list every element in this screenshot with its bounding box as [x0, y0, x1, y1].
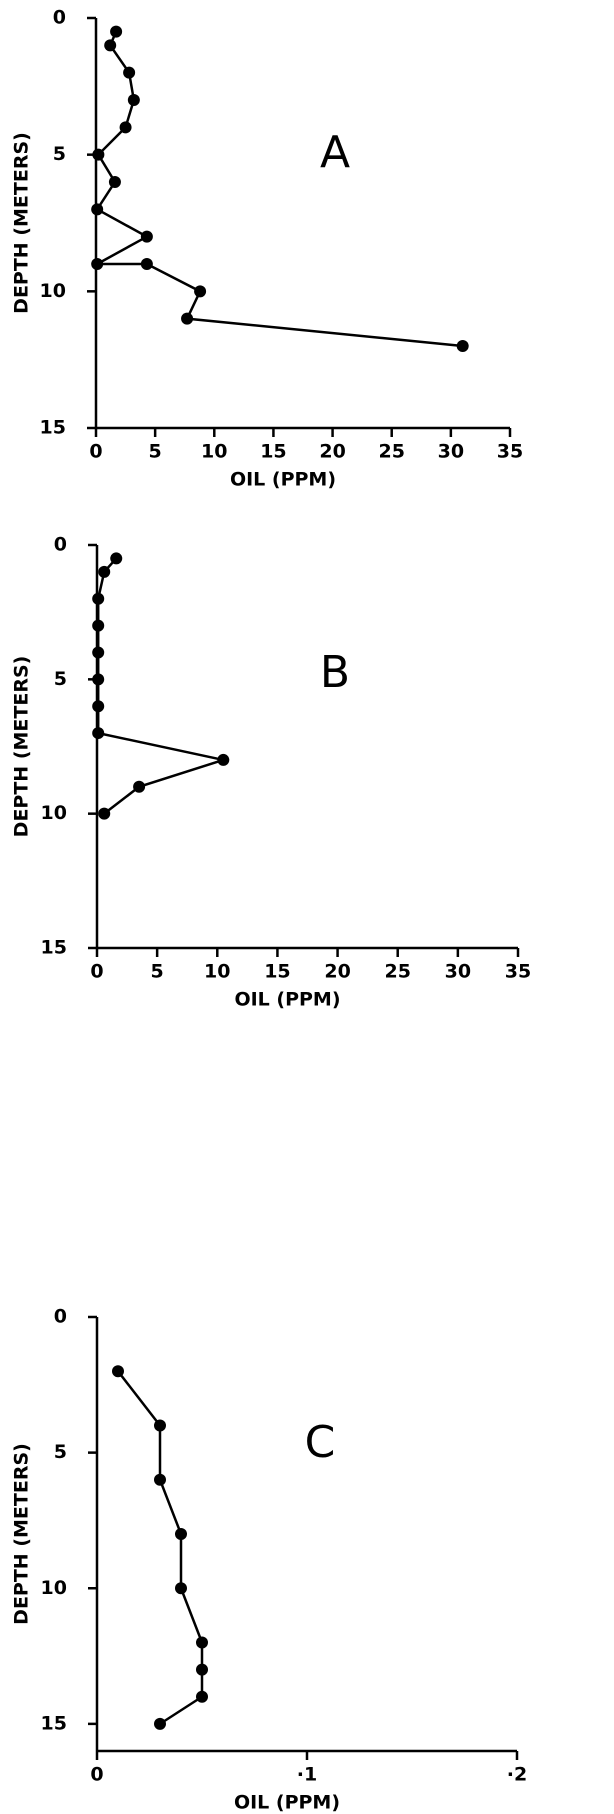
data-point: [92, 700, 105, 713]
x-tick-label: 10: [204, 961, 230, 983]
panel-label: A: [320, 127, 350, 178]
y-tick-label: 0: [54, 534, 67, 556]
data-point: [92, 148, 105, 161]
x-tick-label: 10: [201, 441, 227, 463]
data-point: [92, 619, 105, 632]
x-tick-label: 0: [89, 441, 102, 463]
data-point: [175, 1528, 187, 1540]
data-point: [154, 1473, 166, 1486]
data-point: [108, 176, 121, 188]
y-tick-label: 5: [53, 143, 66, 165]
data-point: [217, 753, 230, 766]
data-point: [119, 121, 132, 134]
y-tick-label: 15: [41, 1712, 67, 1734]
data-point: [175, 1582, 187, 1595]
data-point: [140, 258, 153, 270]
data-point: [123, 66, 136, 79]
x-axis-label: OIL (PPM): [230, 469, 336, 491]
x-tick-label: 30: [445, 961, 471, 983]
x-tick-label: 15: [260, 441, 286, 463]
x-tick-label: 15: [264, 961, 290, 983]
y-axis-label: DEPTH (METERS): [11, 1443, 33, 1625]
y-tick-label: 5: [54, 1441, 67, 1463]
y-axis-label: DEPTH (METERS): [11, 656, 33, 838]
x-tick-label: ·1: [297, 1764, 317, 1786]
y-tick-label: 10: [41, 1577, 67, 1599]
data-point: [196, 1636, 208, 1649]
data-point: [456, 340, 469, 352]
data-point: [110, 25, 123, 38]
data-point: [112, 1365, 124, 1378]
data-line: [95, 31, 463, 348]
data-point: [127, 94, 140, 106]
x-tick-label: 35: [505, 961, 531, 983]
x-tick-label: 0: [90, 1764, 103, 1786]
x-tick-label: 25: [384, 961, 410, 983]
data-point: [181, 312, 194, 325]
y-tick-label: 10: [41, 802, 67, 824]
x-axis-label: OIL (PPM): [234, 989, 340, 1011]
data-point: [154, 1419, 166, 1432]
data-point: [140, 230, 153, 243]
data-point: [92, 646, 105, 659]
x-tick-label: 5: [149, 441, 162, 463]
x-axis-label: OIL (PPM): [234, 1792, 340, 1814]
panel-label: C: [305, 1417, 336, 1468]
data-point: [196, 1690, 208, 1703]
y-tick-label: 0: [54, 1306, 67, 1328]
x-tick-label: 20: [324, 961, 350, 983]
data-point: [110, 552, 123, 565]
y-tick-label: 10: [40, 280, 66, 302]
data-point: [98, 565, 111, 578]
x-tick-label: 20: [319, 441, 345, 463]
data-point: [104, 39, 117, 52]
y-tick-label: 0: [53, 7, 66, 29]
data-point: [133, 780, 146, 793]
x-tick-label: 25: [378, 441, 404, 463]
y-tick-label: 5: [54, 668, 67, 690]
data-point: [154, 1717, 166, 1730]
data-point: [194, 285, 207, 298]
data-point: [92, 727, 105, 740]
data-point: [92, 592, 105, 605]
data-point: [91, 203, 104, 216]
data-point: [92, 673, 105, 686]
x-tick-label: 30: [438, 441, 464, 463]
x-tick-label: 5: [151, 961, 164, 983]
panel-label: B: [320, 647, 350, 698]
data-point: [196, 1663, 208, 1676]
data-line: [96, 557, 229, 815]
x-tick-label: 35: [497, 441, 523, 463]
data-point: [98, 807, 111, 820]
x-tick-label: ·2: [507, 1764, 527, 1786]
y-axis-label: DEPTH (METERS): [11, 132, 33, 314]
data-point: [91, 258, 104, 270]
y-tick-label: 15: [41, 937, 67, 959]
y-tick-label: 15: [40, 417, 66, 439]
x-tick-label: 0: [90, 961, 103, 983]
